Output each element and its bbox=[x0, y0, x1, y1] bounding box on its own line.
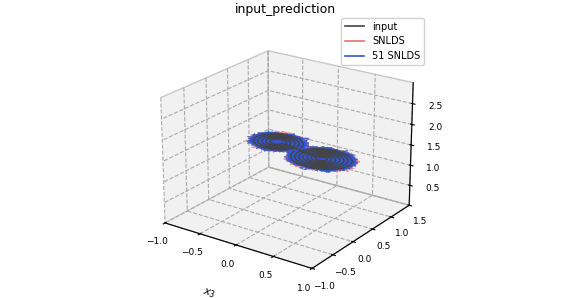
X-axis label: $x_3$: $x_3$ bbox=[201, 285, 217, 298]
Legend: input, SNLDS, 51 SNLDS: input, SNLDS, 51 SNLDS bbox=[341, 18, 424, 65]
Title: input_prediction: input_prediction bbox=[234, 3, 336, 16]
